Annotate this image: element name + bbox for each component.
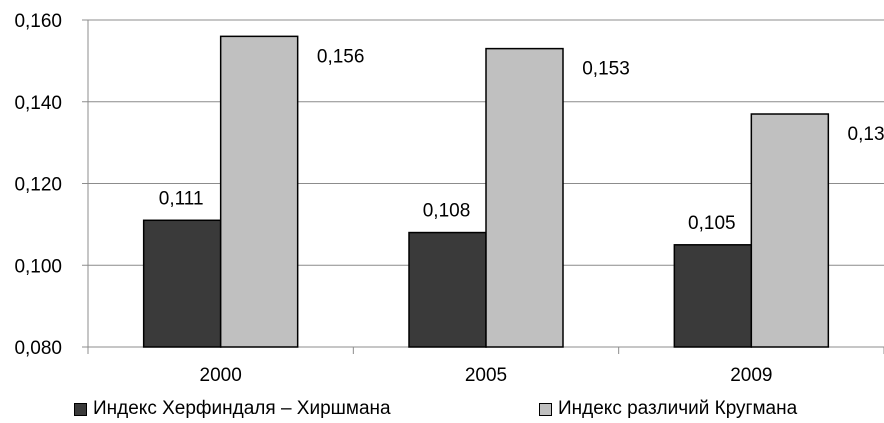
legend-swatch-herfindahl	[74, 402, 87, 416]
legend-item-krugman: Индекс различий Кругмана	[539, 397, 797, 421]
y-tick-label: 0,100	[14, 256, 62, 277]
bar-herfindahl	[408, 231, 487, 348]
x-tick-label: 2005	[465, 365, 507, 386]
x-tick-label: 2009	[730, 365, 772, 386]
data-label: 0,108	[423, 201, 471, 222]
y-tick-label: 0,160	[14, 11, 62, 32]
bar-krugman	[750, 113, 830, 348]
data-label: 0,111	[159, 188, 204, 209]
bar-herfindahl	[673, 244, 753, 348]
data-label: 0,105	[688, 213, 736, 234]
data-label: 0,153	[582, 59, 630, 80]
y-tick-label: 0,140	[14, 93, 62, 114]
legend-label-herfindahl: Индекс Херфиндаля – Хиршмана	[93, 398, 391, 419]
x-tick-label: 2000	[200, 365, 242, 386]
legend-item-herfindahl: Индекс Херфиндаля – Хиршмана	[74, 397, 391, 421]
data-label: 0,137	[848, 124, 884, 145]
legend-label-krugman: Индекс различий Кругмана	[558, 398, 798, 419]
data-label: 0,156	[317, 46, 365, 67]
y-tick-label: 0,080	[14, 338, 62, 359]
bar-herfindahl	[142, 219, 222, 348]
bar-krugman	[219, 35, 299, 348]
bar-krugman	[485, 47, 564, 348]
legend-swatch-krugman	[539, 402, 552, 416]
y-tick-label: 0,120	[14, 175, 62, 196]
